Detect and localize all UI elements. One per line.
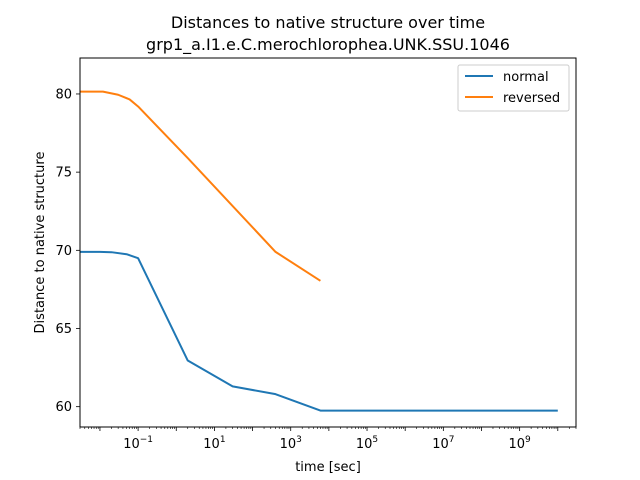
y-tick-label: 75 xyxy=(55,166,72,181)
legend-label-normal: normal xyxy=(503,70,549,85)
y-axis-ticks: 60 65 70 75 80 xyxy=(55,87,80,415)
series-line-normal xyxy=(80,250,558,412)
series-line-reversed xyxy=(80,90,321,282)
legend: normal reversed xyxy=(457,64,570,112)
x-tick-label: 105 xyxy=(356,435,378,452)
x-tick-label: 10−1 xyxy=(123,435,153,452)
x-axis-label: time [sec] xyxy=(295,460,361,475)
x-tick-label: 101 xyxy=(203,435,225,452)
series-layer xyxy=(80,90,558,412)
x-tick-label: 107 xyxy=(432,435,454,452)
y-axis-label: Distance to native structure xyxy=(33,152,48,334)
y-tick-label: 65 xyxy=(55,322,72,337)
legend-label-reversed: reversed xyxy=(503,91,560,106)
x-tick-label: 103 xyxy=(280,435,302,452)
y-tick-label: 60 xyxy=(55,400,72,415)
y-tick-label: 80 xyxy=(55,87,72,102)
chart-title: Distances to native structure over time xyxy=(171,13,485,32)
plot-frame xyxy=(79,57,577,428)
y-tick-label: 70 xyxy=(55,244,72,259)
chart-subtitle: grp1_a.I1.e.C.merochlorophea.UNK.SSU.104… xyxy=(146,35,510,55)
x-tick-label: 109 xyxy=(509,435,532,452)
x-axis-ticks: 10−1 101 103 105 107 109 xyxy=(79,427,577,452)
